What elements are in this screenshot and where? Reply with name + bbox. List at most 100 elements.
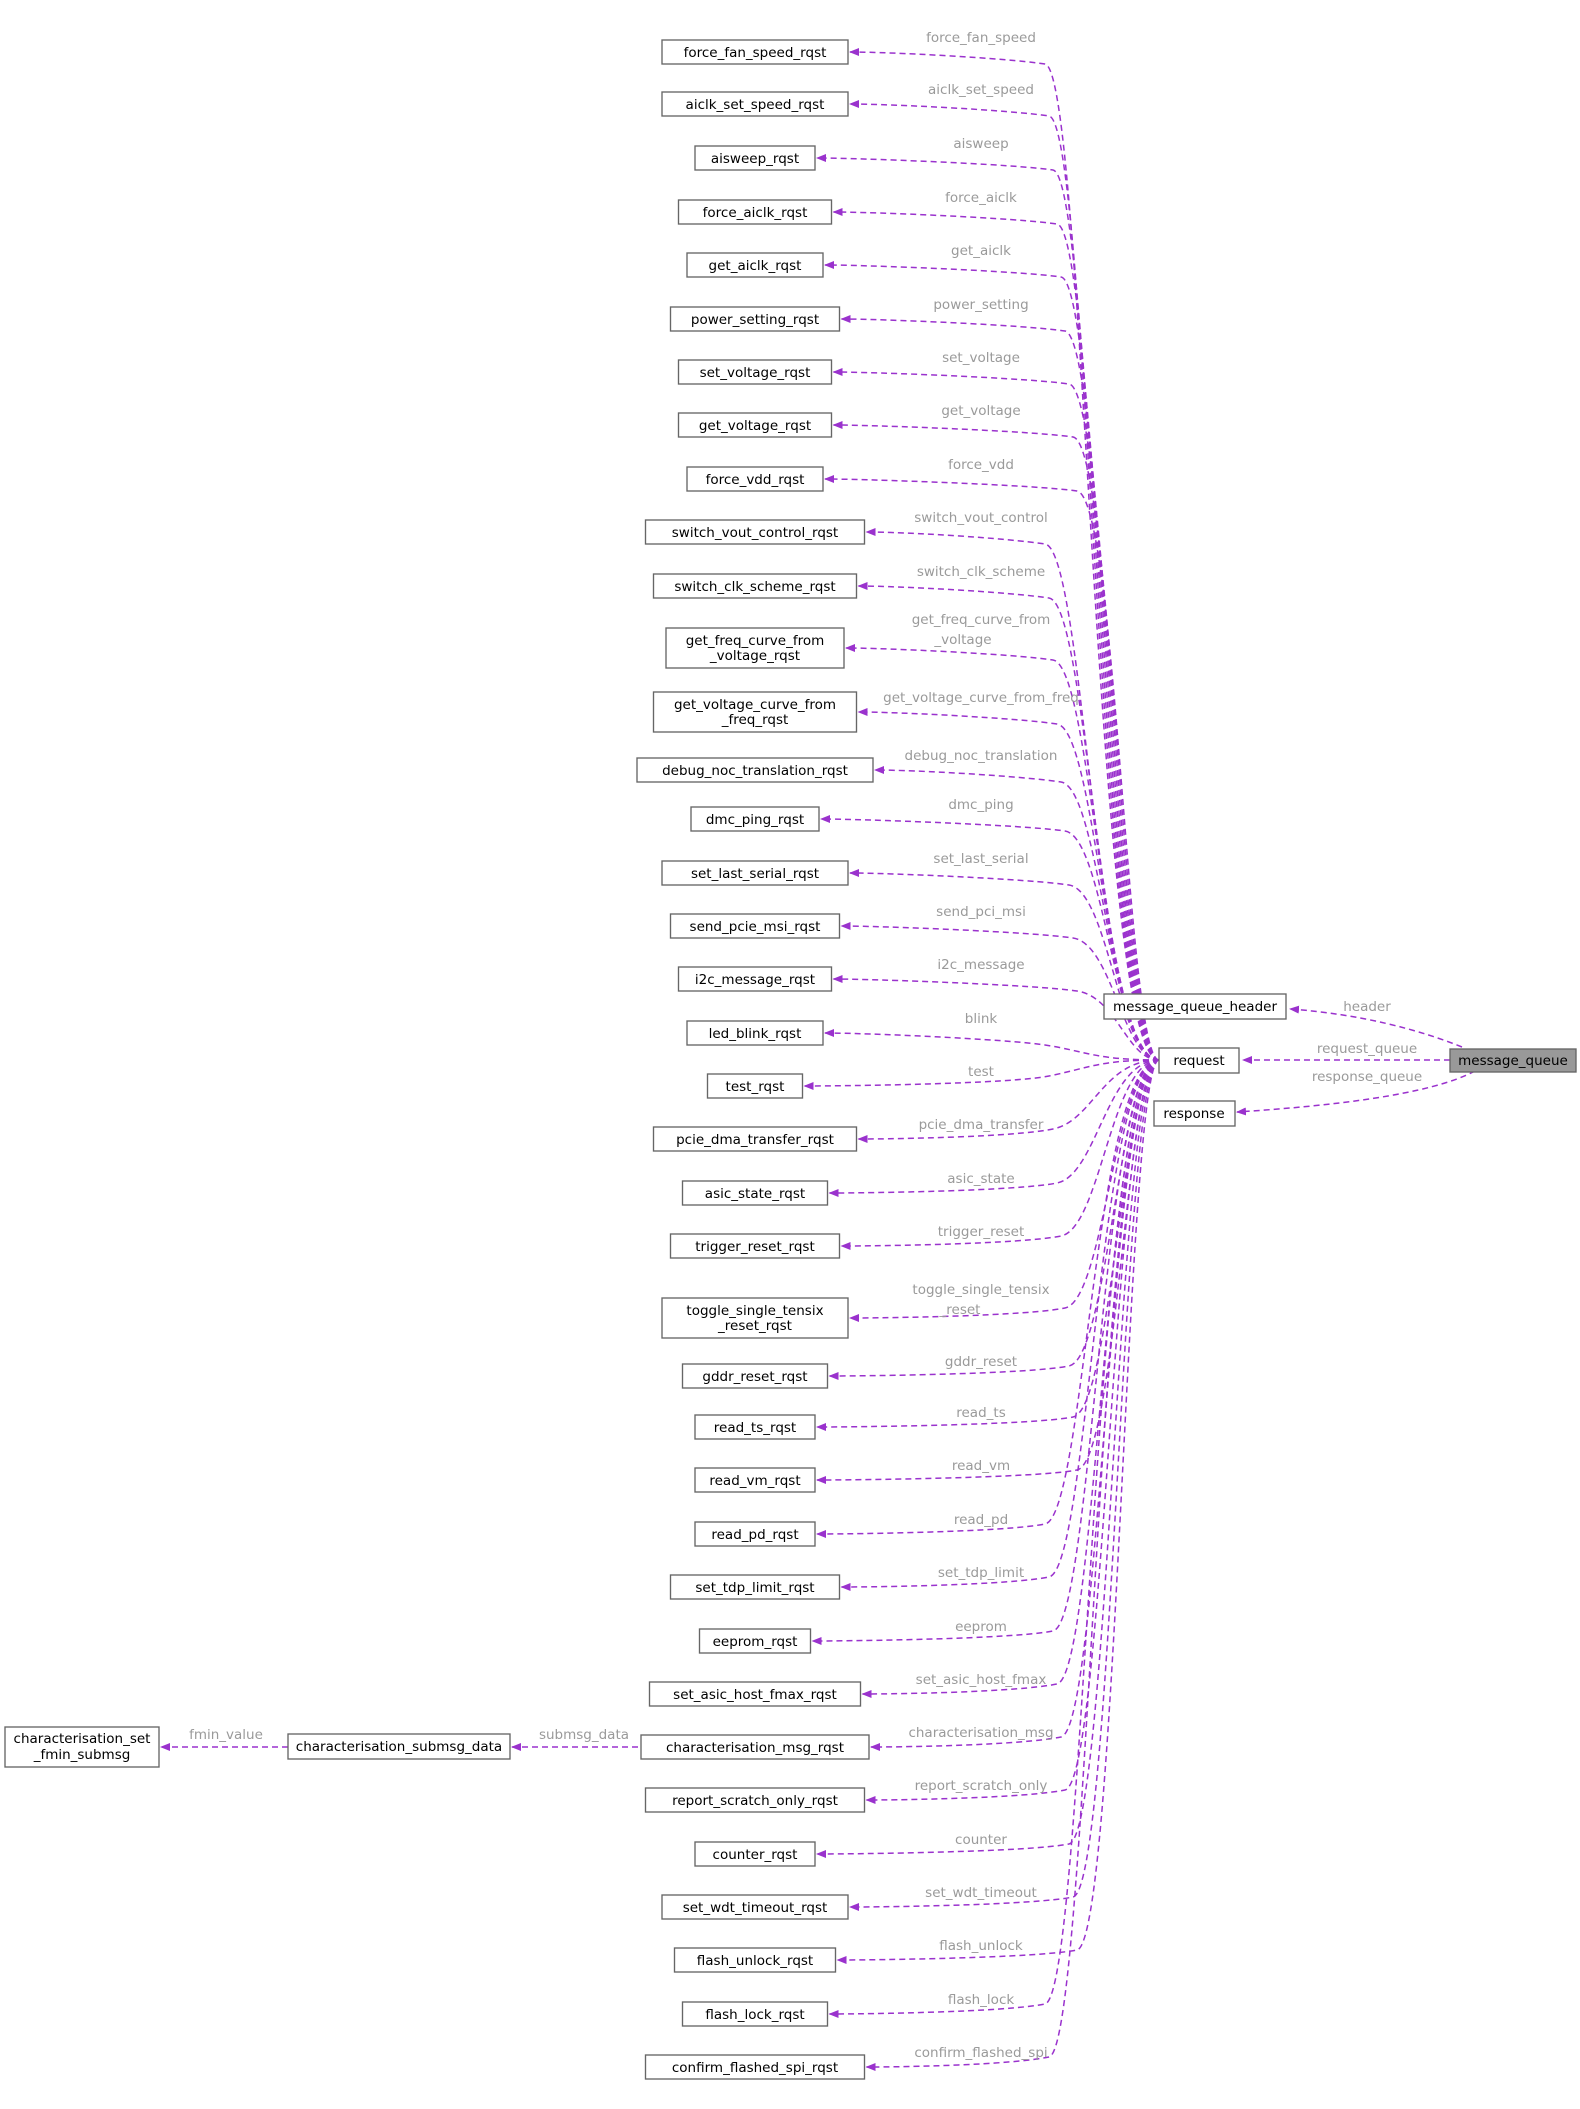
node-label: toggle_single_tensix [686,1303,823,1319]
edge-label-aisweep-rqst: aisweep [953,136,1008,152]
edge-force-aiclk-rqst [832,208,1160,1061]
edge-label-response-queue: response_queue [1312,1069,1422,1085]
node-label: read_vm_rqst [709,1473,800,1489]
node-label: debug_noc_translation_rqst [662,763,848,779]
node-label: test_rqst [726,1079,785,1095]
node-characterisation-submsg-data[interactable]: characterisation_submsg_data [287,1733,511,1760]
node-response[interactable]: response [1153,1100,1236,1127]
node-label: flash_lock_rqst [705,2007,804,2023]
node-test-rqst[interactable]: test_rqst [706,1073,804,1099]
node-get-voltage-curve-from-freq-rqst[interactable]: get_voltage_curve_from_freq_rqst [652,691,858,733]
edges-layer: header request_queue response_queue subm… [160,999,1476,1751]
node-label: asic_state_rqst [705,1186,805,1202]
edge-asic-state-rqst [828,1059,1160,1197]
edge-header [1289,1005,1463,1048]
node-debug-noc-translation-rqst[interactable]: debug_noc_translation_rqst [636,757,874,783]
node-flash-unlock-rqst[interactable]: flash_unlock_rqst [673,1947,837,1973]
node-read-ts-rqst[interactable]: read_ts_rqst [694,1414,816,1440]
node-label: set_tdp_limit_rqst [695,1580,814,1596]
edge-label-get-freq-curve-from-voltage-rqst: get_freq_curve_from [912,612,1051,628]
edge-label-send-pcie-msi-rqst: send_pci_msi [936,904,1026,920]
edge-label-counter-rqst: counter [955,1832,1007,1848]
node-label: force_aiclk_rqst [703,205,808,221]
node-request[interactable]: request [1158,1047,1240,1074]
node-force-fan-speed-rqst[interactable]: force_fan_speed_rqst [661,39,849,65]
edge-flash-unlock-rqst [836,1059,1160,1964]
node-i2c-message-rqst[interactable]: i2c_message_rqst [677,966,833,992]
node-read-vm-rqst[interactable]: read_vm_rqst [694,1467,816,1493]
edge-characterisation-msg-rqst [870,1059,1160,1751]
node-set-last-serial-rqst[interactable]: set_last_serial_rqst [661,860,849,886]
edge-label-get-voltage-curve-from-freq-rqst: get_voltage_curve_from_freq [883,690,1079,706]
node-asic-state-rqst[interactable]: asic_state_rqst [681,1180,829,1206]
node-counter-rqst[interactable]: counter_rqst [694,1841,816,1867]
edge-label-test-rqst: test [968,1064,994,1080]
node-eeprom-rqst[interactable]: eeprom_rqst [698,1628,812,1654]
node-led-blink-rqst[interactable]: led_blink_rqst [686,1020,824,1046]
edge-label-set-wdt-timeout-rqst: set_wdt_timeout [925,1885,1037,1901]
edge-label-led-blink-rqst: blink [965,1011,998,1027]
node-label: send_pcie_msi_rqst [690,919,821,935]
node-label-line-1: characterisation_set [14,1731,151,1747]
node-report-scratch-only-rqst[interactable]: report_scratch_only_rqst [644,1787,866,1813]
node-flash-lock-rqst[interactable]: flash_lock_rqst [681,2001,829,2027]
node-label: get_freq_curve_from [686,633,825,649]
edge-label-characterisation-msg-rqst: characterisation_msg [908,1725,1053,1741]
node-label: switch_vout_control_rqst [672,525,838,541]
node-aiclk-set-speed-rqst[interactable]: aiclk_set_speed_rqst [661,91,849,117]
node-characterisation-msg-rqst[interactable]: characterisation_msg_rqst [640,1734,870,1760]
edge-response-queue [1236,1070,1476,1116]
node-switch-clk-scheme-rqst[interactable]: switch_clk_scheme_rqst [652,573,858,599]
node-force-aiclk-rqst[interactable]: force_aiclk_rqst [677,199,833,225]
node-set-voltage-rqst[interactable]: set_voltage_rqst [677,359,833,385]
node-label: characterisation_submsg_data [296,1739,502,1755]
node-label: force_fan_speed_rqst [684,45,827,61]
edge-eeprom-rqst [811,1059,1160,1645]
node-label: set_last_serial_rqst [691,866,819,882]
node-label: read_ts_rqst [714,1420,796,1436]
node-set-wdt-timeout-rqst[interactable]: set_wdt_timeout_rqst [661,1894,849,1920]
edge-label-header: header [1343,999,1391,1015]
edge-label-debug-noc-translation-rqst: debug_noc_translation [905,748,1058,764]
edge-label-force-fan-speed-rqst: force_fan_speed [926,30,1036,46]
node-read-pd-rqst[interactable]: read_pd_rqst [694,1521,816,1547]
node-gddr-reset-rqst[interactable]: gddr_reset_rqst [681,1363,829,1389]
node-switch-vout-control-rqst[interactable]: switch_vout_control_rqst [644,519,866,545]
node-label: dmc_ping_rqst [706,812,804,828]
edge-label-set-voltage-rqst: set_voltage [942,350,1020,366]
edge-label-switch-vout-control-rqst: switch_vout_control [914,510,1048,526]
edge-label-dmc-ping-rqst: dmc_ping [948,797,1013,813]
node-confirm-flashed-spi-rqst[interactable]: confirm_flashed_spi_rqst [644,2054,866,2080]
node-label: set_voltage_rqst [700,365,811,381]
edge-i2c-message-rqst [832,975,1160,1061]
node-set-asic-host-fmax-rqst[interactable]: set_asic_host_fmax_rqst [648,1681,862,1707]
node-power-setting-rqst[interactable]: power_setting_rqst [669,306,841,332]
node-get-freq-curve-from-voltage-rqst[interactable]: get_freq_curve_from_voltage_rqst [665,627,845,669]
node-get-voltage-rqst[interactable]: get_voltage_rqst [677,412,833,438]
node-pcie-dma-transfer-rqst[interactable]: pcie_dma_transfer_rqst [652,1126,858,1152]
edge-label-flash-lock-rqst: flash_lock [948,1992,1015,2008]
node-set-tdp-limit-rqst[interactable]: set_tdp_limit_rqst [669,1574,841,1600]
node-characterisation-set-fmin-submsg[interactable]: characterisation_set _fmin_submsg [4,1726,160,1768]
node-dmc-ping-rqst[interactable]: dmc_ping_rqst [690,806,820,832]
edge-set-voltage-rqst [832,368,1160,1061]
node-label: request [1173,1053,1224,1069]
edge-label-request-queue: request_queue [1317,1041,1417,1057]
edge-set-tdp-limit-rqst [840,1059,1160,1591]
node-trigger-reset-rqst[interactable]: trigger_reset_rqst [669,1233,841,1259]
node-send-pcie-msi-rqst[interactable]: send_pcie_msi_rqst [669,913,841,939]
edge-label-read-pd-rqst: read_pd [954,1512,1008,1528]
node-get-aiclk-rqst[interactable]: get_aiclk_rqst [686,252,824,278]
node-label: pcie_dma_transfer_rqst [676,1132,834,1148]
edge-get-voltage-rqst [832,421,1160,1061]
node-toggle-single-tensix-reset-rqst[interactable]: toggle_single_tensix_reset_rqst [661,1297,849,1339]
node-aisweep-rqst[interactable]: aisweep_rqst [694,145,816,171]
node-label: flash_unlock_rqst [697,1953,813,1969]
node-force-vdd-rqst[interactable]: force_vdd_rqst [686,466,824,492]
edge-label-asic-state-rqst: asic_state [947,1171,1014,1187]
node-message-queue-header[interactable]: message_queue_header [1103,993,1287,1020]
edge-label-toggle-single-tensix-reset-rqst: _reset [939,1302,981,1318]
edge-label-force-aiclk-rqst: force_aiclk [945,190,1017,206]
node-message-queue[interactable]: message_queue [1449,1048,1577,1073]
edge-set-wdt-timeout-rqst [849,1059,1160,1911]
